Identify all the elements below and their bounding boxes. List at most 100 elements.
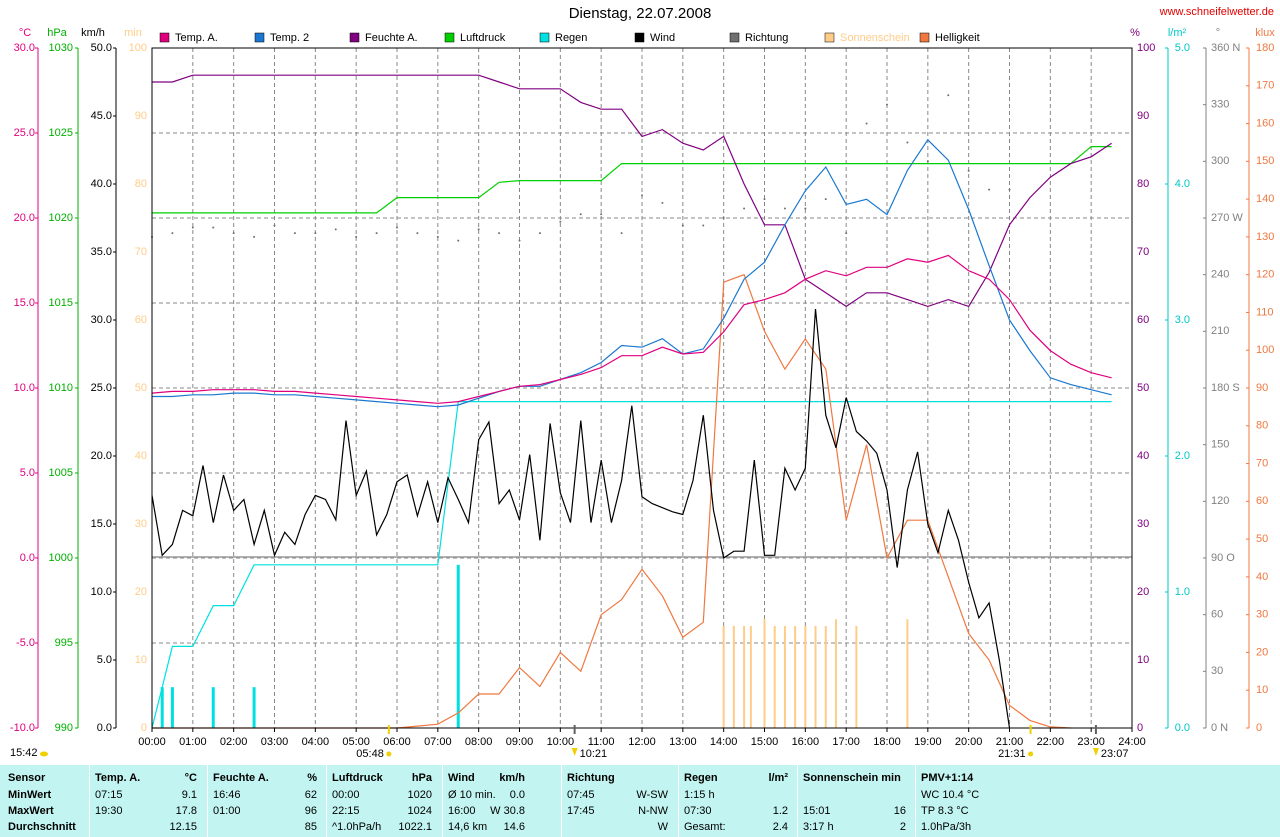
y-tick-label: 20 bbox=[1256, 646, 1268, 658]
y-tick-label: 60 bbox=[1137, 314, 1149, 326]
cell-text: TP 8.3 °C bbox=[921, 805, 969, 817]
y-tick-label: 1010 bbox=[49, 382, 73, 394]
direction-dot bbox=[1008, 188, 1011, 191]
y-tick-label: 2.0 bbox=[1175, 450, 1190, 462]
direction-dot bbox=[355, 235, 358, 238]
legend-swatch bbox=[729, 32, 740, 43]
x-tick-label: 16:00 bbox=[792, 736, 820, 748]
direction-dot bbox=[273, 224, 276, 227]
y-tick-label: 50 bbox=[1137, 382, 1149, 394]
cell-text: 1:15 h bbox=[684, 789, 715, 801]
legend-swatch bbox=[919, 32, 930, 43]
y-tick-label: 0 bbox=[141, 722, 147, 734]
cell-text: 16:00 bbox=[448, 805, 476, 817]
legend-swatch bbox=[159, 32, 170, 43]
sunshine-bar bbox=[814, 626, 817, 728]
direction-dot bbox=[886, 103, 888, 106]
cell-value: W 30.8 bbox=[490, 805, 525, 817]
y-tick-label: 180 bbox=[1256, 42, 1274, 54]
column-header: Sensor bbox=[8, 772, 46, 784]
axis-unit: l/m² bbox=[1168, 27, 1187, 39]
axis-unit: °C bbox=[19, 27, 31, 39]
stats-table: Sensor Temp. A. °C Feuchte A.% Luftdruck hPa W… bbox=[0, 765, 1280, 837]
sunshine-bar bbox=[855, 626, 858, 728]
direction-dot bbox=[906, 141, 909, 144]
y-tick-label: 120 bbox=[1256, 269, 1274, 281]
direction-dot bbox=[702, 224, 705, 227]
day-length: 15:42 bbox=[10, 747, 38, 759]
cell-text: 19:30 bbox=[95, 805, 123, 817]
y-tick-label: 20.0 bbox=[14, 212, 35, 224]
day-icon bbox=[40, 751, 48, 757]
legend-swatch bbox=[349, 32, 360, 43]
column-separator bbox=[442, 765, 443, 837]
column-unit: hPa bbox=[411, 772, 432, 784]
y-tick-label: 150 bbox=[1256, 155, 1274, 167]
sunshine-bar bbox=[743, 626, 746, 728]
direction-dot bbox=[681, 224, 684, 227]
sunshine-bar bbox=[732, 626, 735, 728]
legend-label: Regen bbox=[555, 32, 587, 44]
y-tick-label: 140 bbox=[1256, 193, 1274, 205]
y-tick-label: 50.0 bbox=[91, 42, 112, 54]
cell-value: 2.4 bbox=[772, 821, 788, 833]
series-line bbox=[151, 254, 1112, 404]
y-tick-label: 10 bbox=[1256, 684, 1268, 696]
y-tick-label: 20 bbox=[135, 586, 147, 598]
y-tick-label: 160 bbox=[1256, 117, 1274, 129]
cell-text: 22:15 bbox=[332, 805, 360, 817]
sunshine-bar bbox=[763, 619, 766, 728]
cell-value: 96 bbox=[304, 805, 317, 817]
row-label: MaxWert bbox=[8, 805, 54, 817]
direction-dot bbox=[477, 228, 480, 231]
legend-swatch bbox=[539, 32, 550, 43]
y-tick-label: 130 bbox=[1256, 231, 1274, 243]
x-tick-label: 01:00 bbox=[179, 736, 207, 748]
legend-swatch bbox=[824, 32, 835, 43]
x-tick-label: 10:00 bbox=[547, 736, 575, 748]
x-tick-label: 17:00 bbox=[832, 736, 860, 748]
column-header: Wind bbox=[448, 772, 475, 784]
direction-dot bbox=[559, 220, 562, 223]
cell-text: 00:00 bbox=[332, 789, 360, 801]
cell-value: 14.6 bbox=[503, 821, 525, 833]
cell-value: 2 bbox=[899, 821, 906, 833]
x-tick-label: 22:00 bbox=[1037, 736, 1065, 748]
sunshine-bar bbox=[749, 626, 752, 728]
cell-text: 16:46 bbox=[213, 789, 241, 801]
x-tick-label: 13:00 bbox=[669, 736, 697, 748]
sun-time: 21:31 bbox=[998, 748, 1026, 760]
direction-dot bbox=[783, 207, 786, 210]
x-tick-label: 20:00 bbox=[955, 736, 983, 748]
y-tick-label: 30.0 bbox=[14, 42, 35, 54]
column-header: Luftdruck bbox=[332, 772, 383, 784]
sunshine-bar bbox=[824, 626, 827, 728]
y-tick-label: 5.0 bbox=[1175, 42, 1190, 54]
y-tick-label: 990 bbox=[55, 722, 73, 734]
y-tick-label: 240 bbox=[1211, 269, 1229, 281]
rain-bar bbox=[170, 687, 174, 728]
axis-unit: % bbox=[1130, 27, 1140, 39]
cell-value: 1024 bbox=[407, 805, 432, 817]
y-tick-label: 50 bbox=[135, 382, 147, 394]
y-tick-label: 10.0 bbox=[14, 382, 35, 394]
cell-text: 15:01 bbox=[803, 805, 831, 817]
sunshine-bar bbox=[804, 626, 807, 728]
y-tick-label: -5.0 bbox=[16, 637, 35, 649]
sun-icon bbox=[386, 751, 392, 757]
column-unit: % bbox=[307, 772, 317, 784]
row-label: MinWert bbox=[8, 789, 52, 801]
y-tick-label: -10.0 bbox=[10, 722, 35, 734]
y-tick-label: 0 N bbox=[1211, 722, 1228, 734]
cell-text: WC 10.4 °C bbox=[921, 789, 980, 801]
direction-dot bbox=[947, 94, 950, 97]
y-tick-label: 1030 bbox=[49, 42, 73, 54]
y-tick-label: 20 bbox=[1137, 586, 1149, 598]
y-tick-label: 30.0 bbox=[91, 314, 112, 326]
direction-dot bbox=[253, 235, 256, 238]
x-tick-label: 00:00 bbox=[138, 736, 166, 748]
column-header: Richtung bbox=[567, 772, 615, 784]
chart: Dienstag, 22.07.2008 www.schneifelwetter… bbox=[9, 4, 1276, 760]
series-line bbox=[151, 401, 1112, 729]
y-tick-label: 25.0 bbox=[91, 382, 112, 394]
